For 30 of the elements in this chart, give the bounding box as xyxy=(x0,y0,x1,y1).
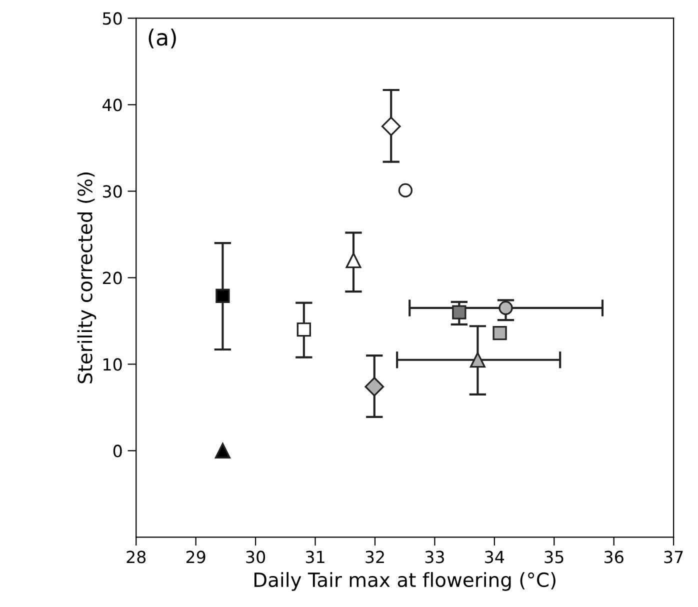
point xyxy=(452,305,466,320)
x-tick-label: 33 xyxy=(425,550,444,564)
y-tick-label: 0 xyxy=(113,444,122,458)
point xyxy=(398,183,413,198)
y-tick-label: 20 xyxy=(102,272,122,284)
x-tick-label: 30 xyxy=(246,550,266,564)
y-tick-label: 10 xyxy=(104,358,122,371)
point xyxy=(364,377,384,396)
point xyxy=(381,116,401,136)
point xyxy=(214,442,230,458)
x-tick-label: 36 xyxy=(604,550,624,564)
y-axis-title: Sterility corrected (%) xyxy=(77,172,96,384)
y-tick-label: 30 xyxy=(102,185,122,198)
y-tick-label: 40 xyxy=(102,98,122,112)
x-tick-label: 35 xyxy=(544,550,564,564)
x-tick-label: 32 xyxy=(366,550,384,564)
point xyxy=(492,326,507,340)
point xyxy=(296,322,311,337)
point xyxy=(346,252,362,268)
y-tick-label: 50 xyxy=(102,12,122,25)
point xyxy=(470,352,486,368)
point xyxy=(498,300,513,316)
annotation: (a) xyxy=(148,28,176,48)
x-axis-title: Daily Tair max at flowering (°C) xyxy=(254,572,556,591)
point xyxy=(216,288,230,303)
x-tick-label: 29 xyxy=(186,550,206,564)
x-tick-label: 37 xyxy=(664,550,683,564)
x-tick-label: 31 xyxy=(306,550,324,564)
x-tick-label: 34 xyxy=(485,550,504,564)
x-tick-label: 28 xyxy=(126,550,146,564)
